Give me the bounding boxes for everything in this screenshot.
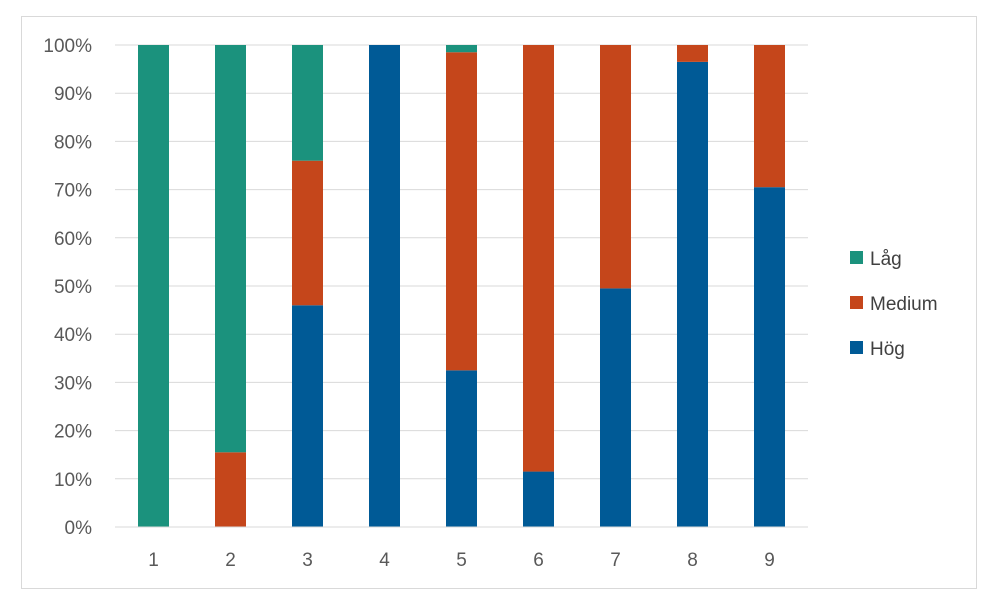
- x-tick-label: 1: [148, 550, 159, 571]
- bar-segment-medium-8: [677, 45, 708, 62]
- y-tick-label: 0%: [65, 518, 93, 539]
- bar-segment-medium-7: [600, 45, 631, 289]
- x-axis: 1 2 3 4 5 6 7 8 9: [115, 526, 808, 571]
- bars: [138, 45, 785, 528]
- y-tick-label: 50%: [54, 277, 92, 298]
- bar-segment-h-g-9: [754, 187, 785, 527]
- x-tick-label: 7: [610, 550, 621, 571]
- y-tick-label: 90%: [54, 84, 92, 105]
- bar-segment-medium-5: [446, 52, 477, 371]
- y-tick-label: 60%: [54, 229, 92, 250]
- legend-label: Låg: [870, 249, 902, 270]
- bar-segment-medium-9: [754, 45, 785, 188]
- x-tick-label: 2: [225, 550, 236, 571]
- y-tick-label: 20%: [54, 422, 92, 443]
- x-tick-label: 6: [533, 550, 544, 571]
- bar-segment-h-g-3: [292, 305, 323, 527]
- y-tick-label: 70%: [54, 181, 92, 202]
- legend-label: Medium: [870, 294, 938, 315]
- x-tick-label: 3: [302, 550, 313, 571]
- legend-label: Hög: [870, 339, 905, 360]
- bar-segment-medium-3: [292, 160, 323, 306]
- legend-swatch: [850, 341, 863, 354]
- y-tick-label: 80%: [54, 132, 92, 153]
- y-tick-label: 100%: [43, 36, 92, 57]
- x-tick-label: 5: [456, 550, 467, 571]
- y-tick-label: 30%: [54, 373, 92, 394]
- bar-segment-l-g-1: [138, 45, 169, 527]
- legend-swatch: [850, 296, 863, 309]
- legend: Låg Medium Hög: [850, 249, 938, 360]
- bar-segment-medium-6: [523, 45, 554, 472]
- chart-frame: [21, 16, 977, 589]
- x-tick-label: 8: [687, 550, 698, 571]
- x-tick-label: 4: [379, 550, 390, 571]
- bar-segment-l-g-2: [215, 45, 246, 453]
- bar-segment-h-g-5: [446, 370, 477, 527]
- bar-segment-medium-2: [215, 452, 246, 527]
- y-axis: 0% 10% 20% 30% 40% 50% 60% 70% 80% 90% 100%: [43, 36, 92, 539]
- bar-segment-h-g-6: [523, 471, 554, 527]
- bar-segment-h-g-8: [677, 61, 708, 528]
- bar-segment-l-g-5: [446, 45, 477, 53]
- y-tick-label: 40%: [54, 325, 92, 346]
- bar-segment-h-g-4: [369, 45, 400, 527]
- bar-segment-l-g-3: [292, 45, 323, 161]
- bar-segment-h-g-7: [600, 288, 631, 527]
- y-tick-label: 10%: [54, 470, 92, 491]
- legend-swatch: [850, 251, 863, 264]
- x-tick-label: 9: [764, 550, 775, 571]
